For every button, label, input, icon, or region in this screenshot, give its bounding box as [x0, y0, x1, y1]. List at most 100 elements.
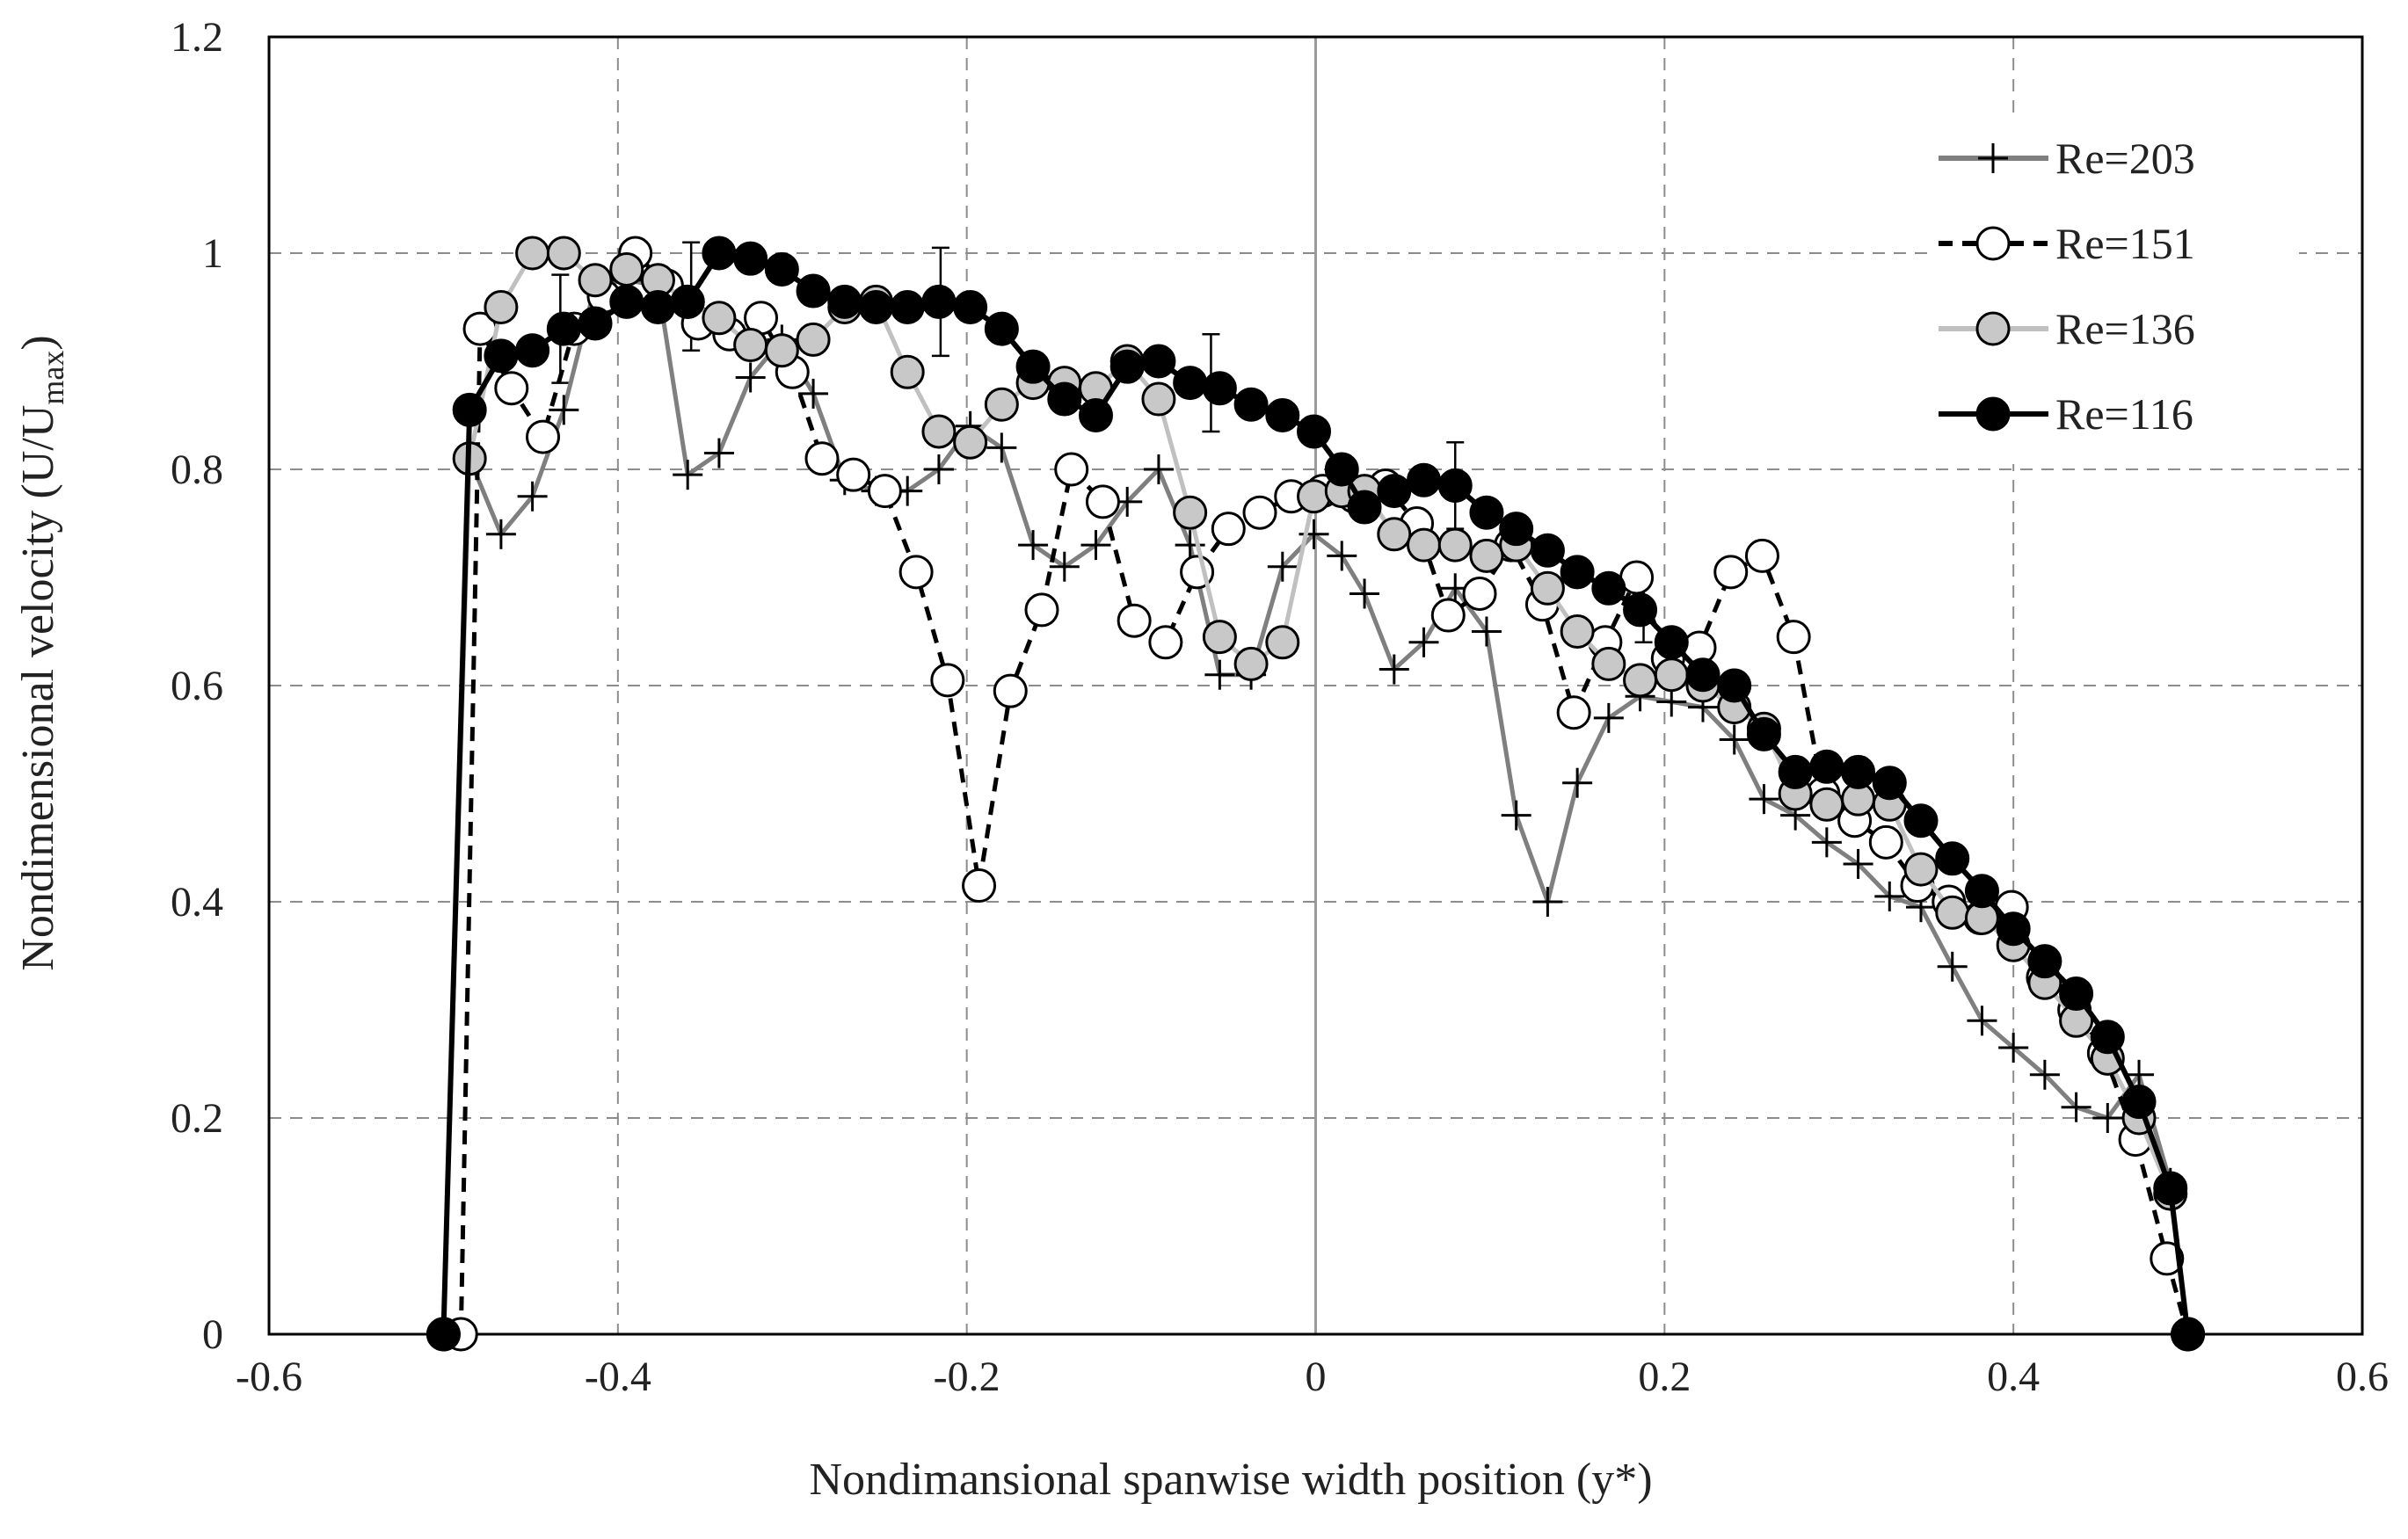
data-point: [1530, 570, 1565, 606]
y-tick-label: 0.2: [171, 1095, 223, 1142]
axes: [267, 35, 2364, 1336]
legend-marker: [1975, 396, 2011, 432]
x-axis-title: Nondimansional spanwise width position (…: [809, 1455, 1652, 1505]
data-point: [1349, 578, 1380, 609]
tick-labels: -0.6 -0.4 -0.2 0 0.2 0.4 0.6 0 0.2 0.4 0.6 0.8 1 1.2: [171, 14, 2389, 1400]
legend-label: Re=136: [2055, 304, 2195, 353]
data-point: [984, 311, 1019, 346]
data-point: [1744, 538, 1779, 573]
x-tick-label: 0.4: [1987, 1354, 2040, 1400]
data-point: [494, 371, 529, 406]
data-point: [867, 474, 902, 509]
data-point: [515, 333, 550, 368]
data-point: [953, 425, 988, 460]
data-point: [1407, 527, 1442, 563]
data-point: [1324, 452, 1359, 487]
x-tick-label: 0: [1306, 1354, 1327, 1400]
x-tick-label: 0.6: [2336, 1354, 2389, 1400]
y-tick-label: 1.2: [171, 14, 223, 61]
data-point: [1623, 663, 1658, 698]
data-point: [1685, 657, 1721, 693]
data-point: [1532, 887, 1563, 917]
data-point: [1233, 387, 1269, 422]
data-point: [1143, 454, 1174, 484]
data-point: [640, 290, 675, 324]
data-point: [484, 290, 519, 324]
y-axis-title-close: ): [13, 335, 63, 350]
legend-entry: Re=116: [1939, 389, 2193, 439]
data-point: [1996, 911, 2031, 947]
data-point: [1471, 616, 1502, 647]
data-point: [1211, 512, 1246, 547]
y-tick-label: 0: [202, 1311, 223, 1358]
data-point: [1462, 576, 1497, 611]
data-point: [890, 290, 925, 324]
data-point: [984, 387, 1019, 422]
series-layer: [426, 236, 2206, 1352]
data-point: [1719, 724, 1750, 755]
y-tick-label: 0.4: [171, 879, 223, 926]
data-point: [1937, 951, 1968, 982]
y-axis-title: Nondimensional velocity (U/Umax): [13, 335, 70, 970]
data-point: [452, 392, 487, 427]
data-point: [609, 251, 644, 287]
data-point: [1080, 530, 1111, 561]
data-point: [1117, 603, 1152, 638]
data-point: [1591, 646, 1626, 681]
x-tick-label: -0.6: [236, 1354, 302, 1400]
legend-entry: Re=136: [1939, 304, 2195, 353]
data-point: [986, 432, 1017, 463]
data-point: [1408, 627, 1439, 657]
data-point: [804, 441, 840, 476]
data-point: [578, 263, 613, 298]
data-point: [796, 273, 831, 309]
data-point: [549, 395, 579, 425]
data-point: [2059, 976, 2094, 1012]
data-point: [1623, 592, 1658, 628]
data-point: [1841, 754, 1876, 789]
data-point: [1874, 881, 1905, 911]
data-point: [673, 460, 703, 490]
data-point: [703, 438, 734, 468]
data-point: [702, 301, 737, 336]
data-point: [1469, 495, 1504, 530]
legend-label: Re=151: [2055, 219, 2195, 268]
data-point: [546, 311, 581, 346]
plot-area-frame: [267, 35, 2364, 1336]
series-Re=116: [426, 236, 2206, 1352]
data-point: [1047, 381, 1082, 417]
data-point: [1749, 784, 1779, 815]
data-point: [1347, 490, 1382, 525]
data-point: [953, 290, 988, 324]
data-point: [1297, 414, 1332, 449]
data-point: [1437, 468, 1473, 503]
data-point: [1717, 668, 1752, 703]
y-axis-title-subscript: max: [35, 351, 70, 405]
data-point: [1746, 716, 1781, 751]
data-point: [1085, 484, 1120, 519]
data-point: [1015, 349, 1051, 384]
data-point: [2061, 1092, 2092, 1122]
data-point: [1499, 512, 1534, 547]
data-point: [1141, 344, 1176, 379]
data-point: [1173, 495, 1208, 530]
series-line: [458, 250, 2191, 1335]
data-point: [1935, 895, 1970, 930]
data-point: [515, 236, 550, 271]
data-point: [1078, 398, 1113, 432]
data-point: [2029, 1059, 2060, 1090]
data-point: [1049, 551, 1080, 582]
data-point: [1018, 530, 1049, 561]
data-point: [1173, 366, 1208, 401]
data-point: [1591, 570, 1626, 606]
legend: Re=203 Re=151 Re=136 Re=116: [1930, 113, 2299, 464]
data-point: [798, 378, 829, 409]
data-point: [2153, 1171, 2188, 1206]
data-point: [921, 414, 957, 449]
data-point: [485, 519, 516, 549]
data-point: [2171, 1317, 2206, 1352]
data-point: [1778, 754, 1813, 789]
data-point: [2121, 1085, 2157, 1120]
